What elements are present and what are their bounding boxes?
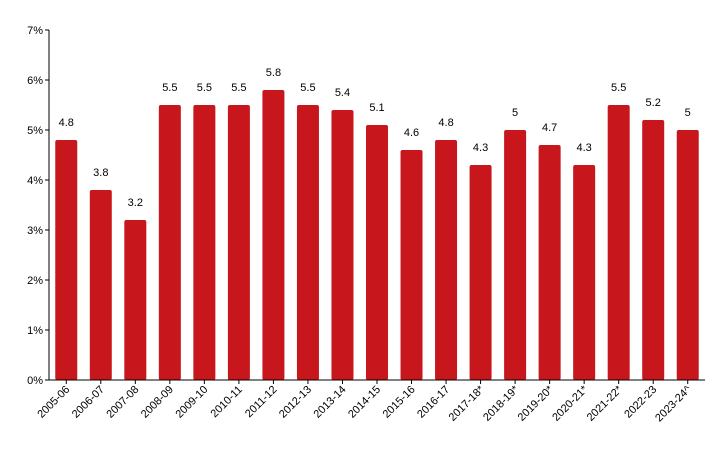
bar-value-label: 3.2 <box>128 197 143 209</box>
bar-value-label: 5.8 <box>266 67 281 79</box>
x-tick-label: 2011-12 <box>243 384 279 420</box>
bar-value-label: 5 <box>685 107 691 119</box>
y-tick-label: 4% <box>27 175 43 187</box>
bar <box>193 105 216 380</box>
bar <box>435 140 458 380</box>
bar <box>676 130 699 380</box>
x-tick-label: 2017-18* <box>447 383 488 424</box>
bars-group <box>55 90 699 380</box>
x-tick-label: 2014-15 <box>346 384 383 421</box>
bar <box>89 190 112 380</box>
bar-value-label: 3.8 <box>93 167 108 179</box>
y-tick-label: 5% <box>27 125 43 137</box>
bar-value-label: 5.5 <box>611 82 626 94</box>
y-axis: 0% 1% 2% 3% 4% 5% 6% 7% <box>27 25 50 387</box>
bar-value-label: 4.3 <box>473 142 488 154</box>
x-tick-label: 2006-07 <box>70 384 107 421</box>
bar <box>55 140 78 380</box>
bar-value-label: 4.8 <box>438 117 453 129</box>
bar <box>400 150 423 380</box>
y-tick-label: 0% <box>27 375 43 387</box>
x-tick-label: 2013-14 <box>312 384 349 421</box>
data-labels-group: 4.8 3.8 3.2 5.5 5.5 5.5 5.8 5.5 5.4 5.1 4.6 4.8 4.3 5… <box>59 67 691 209</box>
bar-value-label: 4.6 <box>404 127 419 139</box>
bar-value-label: 5.5 <box>162 82 177 94</box>
bar-value-label: 4.7 <box>542 122 557 134</box>
bar-value-label: 5.5 <box>197 82 212 94</box>
x-tick-label: 2019-20* <box>516 383 557 424</box>
bar <box>573 165 596 380</box>
bar <box>124 220 147 380</box>
bar <box>469 165 492 380</box>
bar-value-label: 4.3 <box>577 142 592 154</box>
x-tick-label: 2010-11 <box>209 384 245 420</box>
x-tick-label: 2018-19* <box>481 383 522 424</box>
bar-value-label: 5.5 <box>300 82 315 94</box>
bar <box>331 110 354 380</box>
bar <box>227 105 250 380</box>
y-tick-label: 3% <box>27 225 43 237</box>
bar-value-label: 5.4 <box>335 87 350 99</box>
x-tick-label: 2012-13 <box>277 384 314 421</box>
x-tick-label: 2015-16 <box>381 384 418 421</box>
x-tick-label: 2008-09 <box>139 384 176 421</box>
bar <box>366 125 388 380</box>
bar-value-label: 5.1 <box>369 102 384 114</box>
x-tick-label: 2023-24^ <box>653 383 694 424</box>
x-axis: 2005-062006-072007-082008-092009-102010-… <box>35 379 705 424</box>
x-tick-label: 2005-06 <box>35 384 72 421</box>
x-tick-label: 2020-21* <box>550 383 591 424</box>
bar <box>158 105 181 380</box>
bar-value-label: 4.8 <box>59 117 74 129</box>
bar <box>642 120 665 380</box>
bar <box>538 145 561 380</box>
bar-value-label: 5 <box>512 107 518 119</box>
bar <box>607 105 630 380</box>
y-tick-label: 6% <box>27 75 43 87</box>
x-tick-label: 2021-22* <box>585 383 626 424</box>
x-tick-label: 2009-10 <box>173 384 210 421</box>
y-tick-label: 2% <box>27 275 43 287</box>
bar <box>262 90 285 380</box>
y-tick-label: 7% <box>27 25 43 37</box>
bar <box>296 105 319 380</box>
bar-value-label: 5.2 <box>646 97 661 109</box>
y-tick-label: 1% <box>27 325 43 337</box>
bar-value-label: 5.5 <box>231 82 246 94</box>
x-tick-label: 2007-08 <box>104 384 141 421</box>
bar <box>504 130 527 380</box>
